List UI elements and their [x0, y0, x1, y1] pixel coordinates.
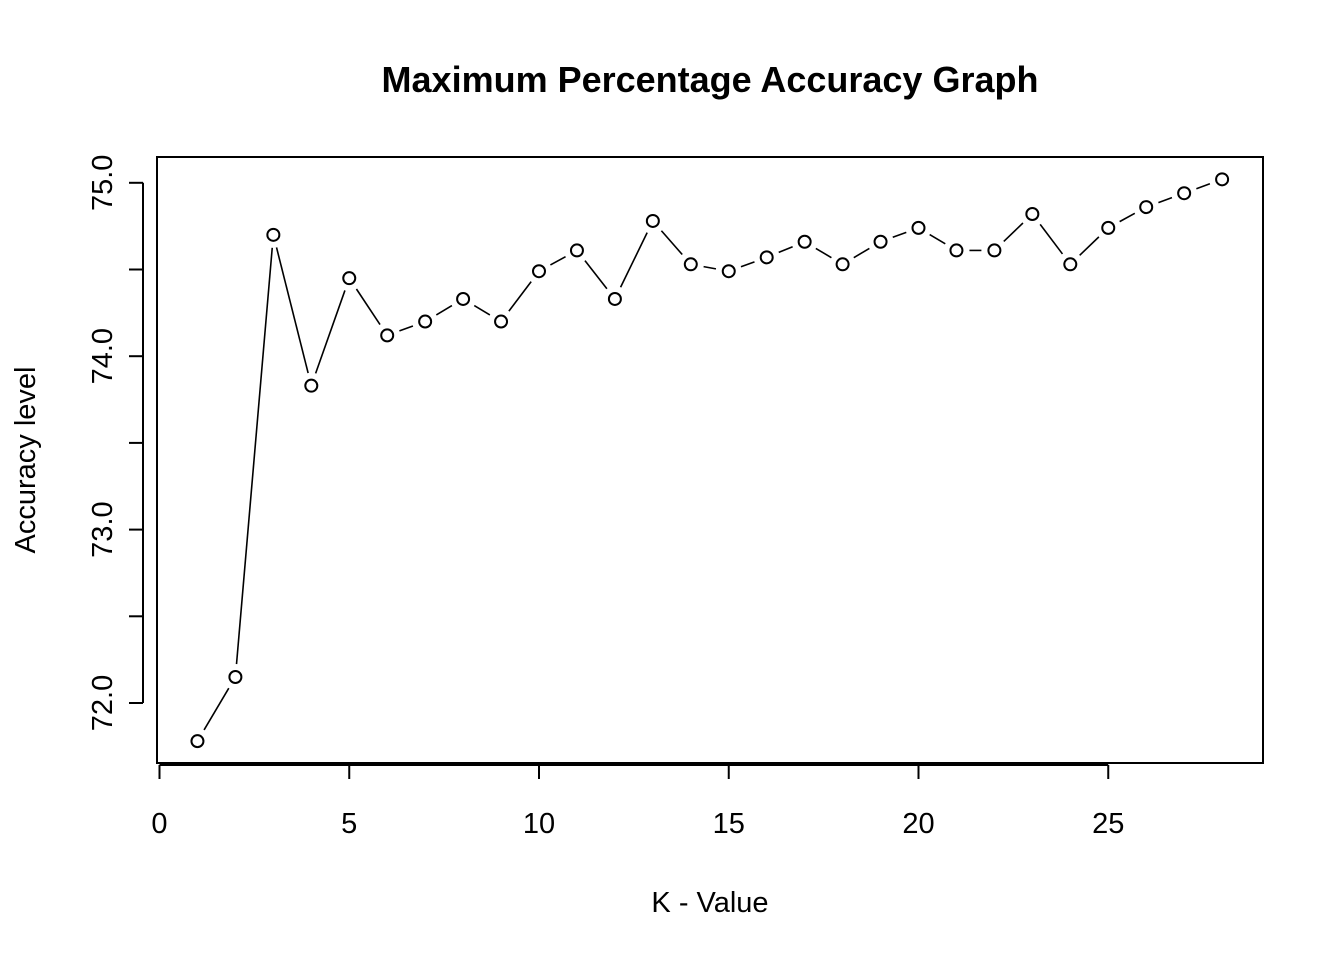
y-tick-label: 72.0 — [87, 675, 119, 731]
data-point — [797, 234, 812, 249]
data-point — [607, 291, 622, 306]
series-segment — [892, 231, 907, 239]
data-point — [759, 250, 774, 265]
data-point — [835, 257, 850, 272]
data-point — [1101, 220, 1116, 235]
data-point — [304, 378, 319, 393]
series-segment — [1196, 183, 1211, 190]
chart-title: Maximum Percentage Accuracy Graph — [382, 59, 1039, 100]
series-line — [203, 183, 1211, 731]
y-axis-label: Accuracy level — [10, 367, 42, 554]
x-axis-label: K - Value — [651, 887, 768, 919]
series-segment — [235, 247, 274, 665]
plot-frame — [156, 156, 1264, 764]
y-axis: 72.0 73.0 74.0 75.0 — [87, 155, 144, 731]
data-point — [1063, 257, 1078, 272]
series-segment — [1119, 212, 1136, 223]
series-points — [190, 172, 1230, 749]
series-segment — [778, 245, 793, 254]
series-segment — [473, 304, 491, 316]
series-segment — [929, 233, 946, 245]
data-point — [532, 264, 546, 279]
data-point — [190, 734, 205, 749]
data-point — [1215, 172, 1230, 187]
series-segment — [1158, 196, 1173, 204]
series-segment — [355, 288, 381, 326]
data-point — [1139, 200, 1154, 215]
series-segment — [740, 261, 755, 268]
series-segment — [314, 290, 346, 374]
series-segment — [508, 281, 532, 312]
series-segment — [550, 255, 566, 266]
series-segment — [399, 325, 414, 332]
y-tick-label: 74.0 — [87, 328, 119, 384]
data-point — [342, 271, 357, 286]
series-segment — [435, 304, 453, 316]
series-segment — [1079, 236, 1100, 256]
data-point — [228, 669, 243, 684]
data-point — [456, 291, 471, 306]
series-segment — [584, 260, 608, 290]
series-segment — [619, 232, 648, 288]
series-segment — [1039, 223, 1064, 255]
y-tick-label: 73.0 — [87, 501, 119, 557]
series-segment — [1003, 222, 1024, 243]
data-point — [494, 314, 509, 329]
series-segment — [853, 247, 870, 259]
x-axis: 0 5 10 15 20 25 — [151, 764, 1124, 840]
data-point — [721, 264, 736, 279]
series-segment — [815, 247, 832, 259]
series-segment — [703, 265, 717, 270]
x-tick-label: 10 — [523, 808, 555, 840]
x-tick-label: 5 — [341, 808, 357, 840]
data-point — [418, 314, 433, 329]
data-point — [645, 213, 660, 228]
data-point — [949, 243, 964, 258]
series-segment — [275, 247, 309, 374]
data-point — [987, 243, 1002, 258]
x-tick-label: 0 — [151, 808, 167, 840]
data-point — [569, 243, 584, 258]
data-point — [683, 257, 698, 272]
data-point — [266, 227, 281, 242]
data-point — [873, 234, 888, 249]
x-tick-label: 20 — [902, 808, 934, 840]
x-tick-label: 15 — [713, 808, 745, 840]
y-tick-label: 75.0 — [87, 155, 119, 211]
data-point — [1025, 207, 1040, 222]
data-point — [1177, 186, 1192, 201]
series-segment — [660, 230, 683, 256]
data-point — [911, 220, 926, 235]
data-point — [380, 328, 395, 343]
x-tick-label: 25 — [1092, 808, 1124, 840]
series-segment — [203, 687, 230, 731]
